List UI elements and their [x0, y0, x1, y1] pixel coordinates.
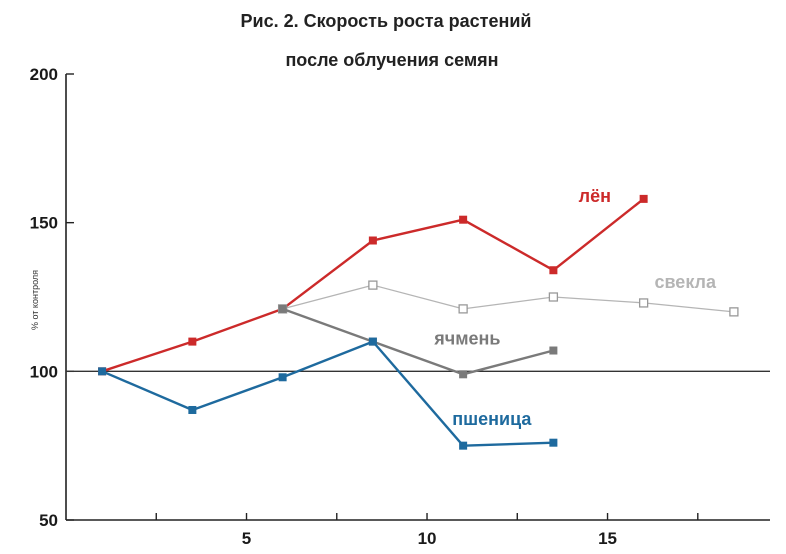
- data-point: [459, 215, 468, 224]
- data-point: [278, 373, 287, 382]
- series-line: [101, 340, 554, 447]
- y-tick-label: 200: [30, 65, 58, 84]
- y-tick-label: 100: [30, 362, 58, 381]
- series-label: свекла: [654, 272, 717, 292]
- data-point: [188, 405, 197, 414]
- data-point: [549, 266, 558, 275]
- series-3: [98, 337, 558, 450]
- series-label: ячмень: [433, 329, 500, 349]
- data-point: [459, 370, 468, 379]
- x-tick-label: 5: [242, 529, 251, 548]
- chart-title-line-2: после облучения семян: [285, 50, 498, 70]
- y-tick-label: 50: [39, 511, 58, 530]
- data-point: [368, 236, 377, 245]
- y-tick-label: 150: [30, 214, 58, 233]
- data-point: [368, 337, 377, 346]
- data-point: [638, 298, 649, 308]
- data-point: [458, 304, 468, 314]
- x-tick-label: 10: [418, 529, 437, 548]
- data-point: [368, 280, 378, 290]
- series-label: лён: [579, 186, 611, 206]
- data-point: [98, 367, 107, 376]
- chart-title-line-1: Рис. 2. Скорость роста растений: [241, 11, 532, 31]
- data-point: [188, 337, 197, 346]
- data-point: [278, 304, 287, 313]
- series-label: пшеница: [452, 409, 532, 429]
- series-line: [282, 307, 554, 376]
- series-2: [278, 304, 558, 379]
- axes: 200 150 100 50 5 10 15: [30, 65, 770, 548]
- data-point: [639, 194, 648, 203]
- series-line: [282, 284, 734, 313]
- data-point: [459, 441, 468, 450]
- x-tick-label: 15: [598, 529, 617, 548]
- data-point: [729, 307, 739, 317]
- series-layer: [98, 194, 739, 450]
- y-axis-label: % от контроля: [30, 270, 40, 330]
- data-point: [548, 292, 559, 302]
- series-1: [277, 280, 739, 317]
- data-point: [549, 438, 558, 447]
- data-point: [549, 346, 558, 355]
- labels-layer: лён свекла ячмень пшеница: [433, 186, 717, 429]
